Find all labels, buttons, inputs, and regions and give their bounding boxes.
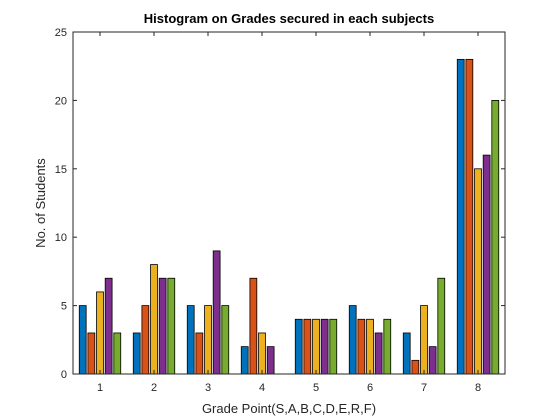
bar-cat2-series4 [158, 277, 167, 375]
bar-cat1-series4 [104, 277, 113, 375]
bar-cat1-series5 [113, 332, 122, 375]
x-tick-label-1: 1 [97, 382, 103, 394]
bar-cat4-series1 [240, 346, 249, 375]
bar-cat3-series1 [186, 305, 195, 375]
bar-cat2-series2 [141, 305, 150, 375]
y-tick-label-10: 10 [55, 232, 67, 244]
chart-title: Histogram on Grades secured in each subj… [144, 11, 434, 26]
bar-cat6-series5 [383, 318, 392, 375]
y-tick-label-25: 25 [55, 27, 67, 39]
bar-cat8-series4 [482, 154, 491, 375]
bar-cat6-series3 [366, 318, 374, 375]
bar-cat5-series3 [312, 318, 320, 375]
x-tick-label-8: 8 [475, 382, 481, 394]
y-tick-label-0: 0 [61, 369, 67, 381]
bar-cat3-series2 [195, 332, 204, 375]
x-tick-label-4: 4 [259, 382, 265, 394]
bar-cat4-series4 [266, 346, 275, 375]
bar-cat4-series2 [249, 277, 258, 375]
bar-cat2-series5 [167, 277, 176, 375]
bar-cat8-series5 [491, 100, 500, 375]
bar-cat6-series1 [348, 305, 357, 375]
bar-cat6-series4 [374, 332, 383, 375]
bar-cat7-series3 [420, 305, 428, 375]
bar-cat5-series1 [294, 318, 303, 375]
bar-cat3-series4 [212, 250, 221, 375]
bar-cat7-series1 [402, 332, 411, 375]
x-tick-label-7: 7 [421, 382, 427, 394]
x-tick-label-6: 6 [367, 382, 373, 394]
y-tick-label-20: 20 [55, 95, 67, 107]
bar-cat6-series2 [357, 318, 366, 375]
y-tick-label-5: 5 [61, 301, 67, 313]
bar-cat7-series5 [437, 277, 446, 375]
bar-cat2-series1 [132, 332, 141, 375]
bar-cat8-series1 [456, 58, 465, 375]
bar-cat1-series1 [78, 305, 87, 375]
bar-cat7-series2 [411, 359, 420, 375]
bar-cat1-series3 [96, 291, 104, 375]
bar-cat3-series3 [204, 305, 212, 375]
y-axis-label: No. of Students [33, 158, 48, 248]
bar-cat1-series2 [87, 332, 96, 375]
bar-cat7-series4 [428, 346, 437, 375]
bar-cat2-series3 [150, 264, 158, 375]
bar-cat5-series4 [320, 318, 329, 375]
y-tick-label-15: 15 [55, 164, 67, 176]
bar-cat8-series2 [465, 58, 474, 375]
x-tick-label-5: 5 [313, 382, 319, 394]
bar-cat8-series3 [474, 168, 482, 375]
bar-cat4-series3 [258, 332, 266, 375]
x-axis-label: Grade Point(S,A,B,C,D,E,R,F) [202, 401, 376, 416]
bar-cat5-series5 [329, 318, 338, 375]
x-tick-label-2: 2 [151, 382, 157, 394]
bar-cat3-series5 [221, 305, 230, 375]
bar-cat5-series2 [303, 318, 312, 375]
x-tick-label-3: 3 [205, 382, 211, 394]
ticks-group: 1 2 3 4 5 6 7 8 0 5 10 15 20 25 [55, 27, 505, 394]
plot-frame [72, 31, 506, 375]
